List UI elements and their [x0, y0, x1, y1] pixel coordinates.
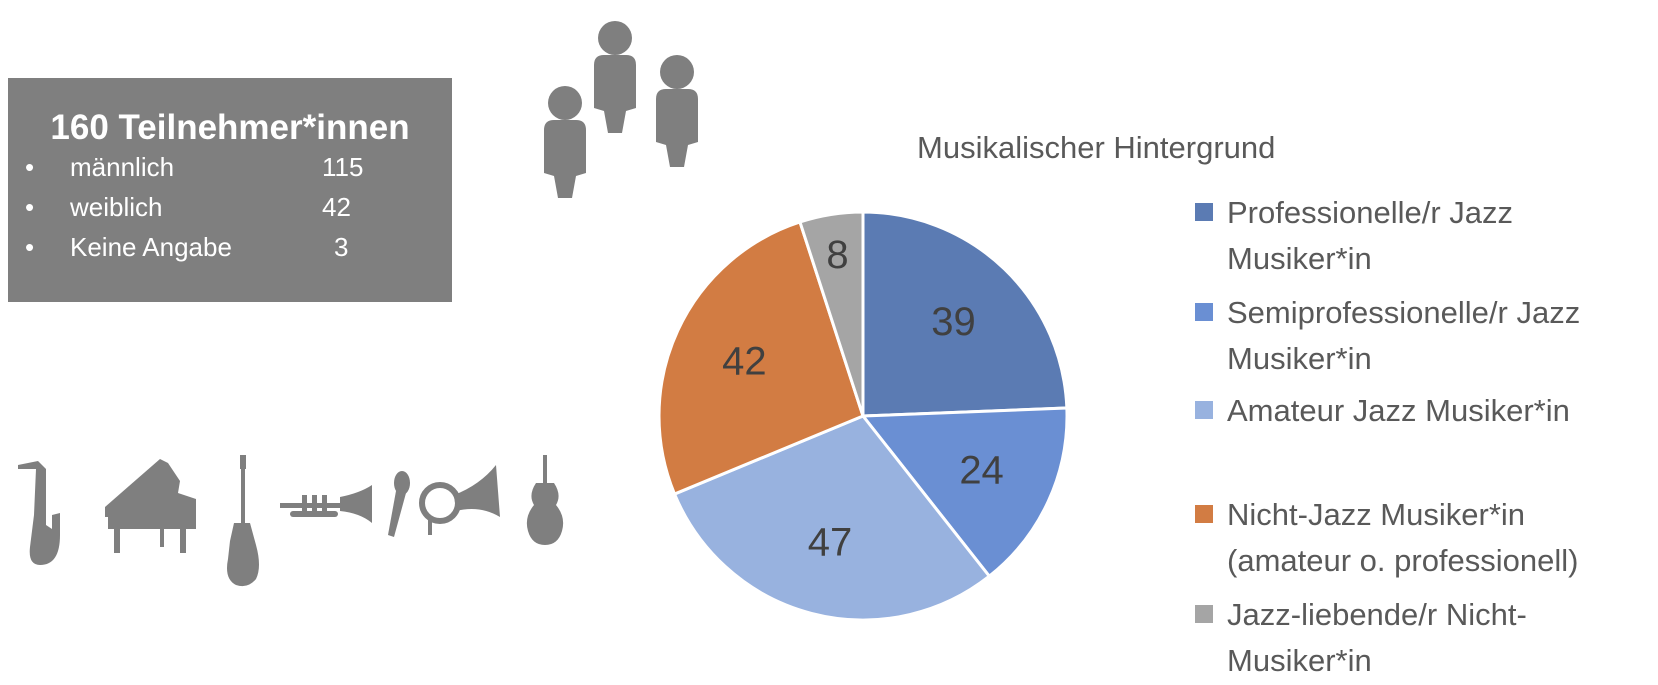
participants-box: 160 Teilnehmer*innen • männlich 115 • we… [8, 78, 452, 302]
saxophone-icon [18, 461, 60, 565]
people-icon [544, 21, 698, 198]
data-label-semiprofessional: 24 [959, 449, 1004, 493]
pie-slice-non-jazz [657, 220, 865, 497]
trumpet-icon [280, 485, 372, 523]
guitar-icon [227, 455, 259, 587]
data-label-non-jazz: 42 [722, 339, 767, 383]
participants-title: 160 Teilnehmer*innen [50, 108, 410, 147]
chart-title: Musikalischer Hintergrund [917, 130, 1276, 165]
stat-row-male: • männlich 115 [8, 152, 452, 192]
legend-swatch [1195, 203, 1213, 221]
legend-label: Amateur Jazz Musiker*in [1227, 393, 1570, 428]
legend-label: Nicht-Jazz Musiker*in (amateur o. profess… [1227, 497, 1579, 578]
stat-label: männlich [70, 152, 175, 182]
stat-row-no-answer: • Keine Angabe 3 [8, 232, 452, 272]
stat-label: weiblich [70, 192, 163, 222]
bullet: • [25, 232, 35, 262]
microphone-icon [388, 471, 410, 537]
stat-label: Keine Angabe [70, 232, 232, 262]
horn-icon [419, 465, 500, 535]
piano-icon [105, 459, 196, 553]
legend-label: Jazz-liebende/r Nicht- Musiker*in [1227, 597, 1527, 678]
legend-swatch [1195, 505, 1213, 523]
legend-swatch [1195, 605, 1213, 623]
stat-row-female: • weiblich 42 [8, 192, 452, 232]
pie-slice-professional [861, 210, 1069, 418]
stat-value: 115 [322, 152, 364, 182]
legend-label: Semiprofessionelle/r Jazz Musiker*in [1227, 295, 1581, 376]
stat-value: 42 [322, 192, 351, 222]
data-label-jazz-loving: 8 [826, 233, 848, 277]
legend-swatch [1195, 401, 1213, 419]
bullet: • [25, 152, 35, 182]
data-label-amateur: 47 [808, 520, 853, 564]
stat-value: 3 [334, 232, 349, 262]
bullet: • [25, 192, 35, 222]
pie-slice-amateur [672, 414, 992, 622]
legend-label: Professionelle/r Jazz Musiker*in [1227, 195, 1514, 276]
pie-chart: 39 24 47 42 8 [657, 210, 1069, 622]
instrument-icons [18, 455, 564, 587]
pie-slice-jazz-loving [798, 210, 865, 417]
data-label-professional: 39 [931, 300, 976, 344]
violin-icon [526, 455, 564, 545]
legend-swatch [1195, 303, 1213, 321]
pie-slice-semiprofessional [859, 406, 1069, 579]
